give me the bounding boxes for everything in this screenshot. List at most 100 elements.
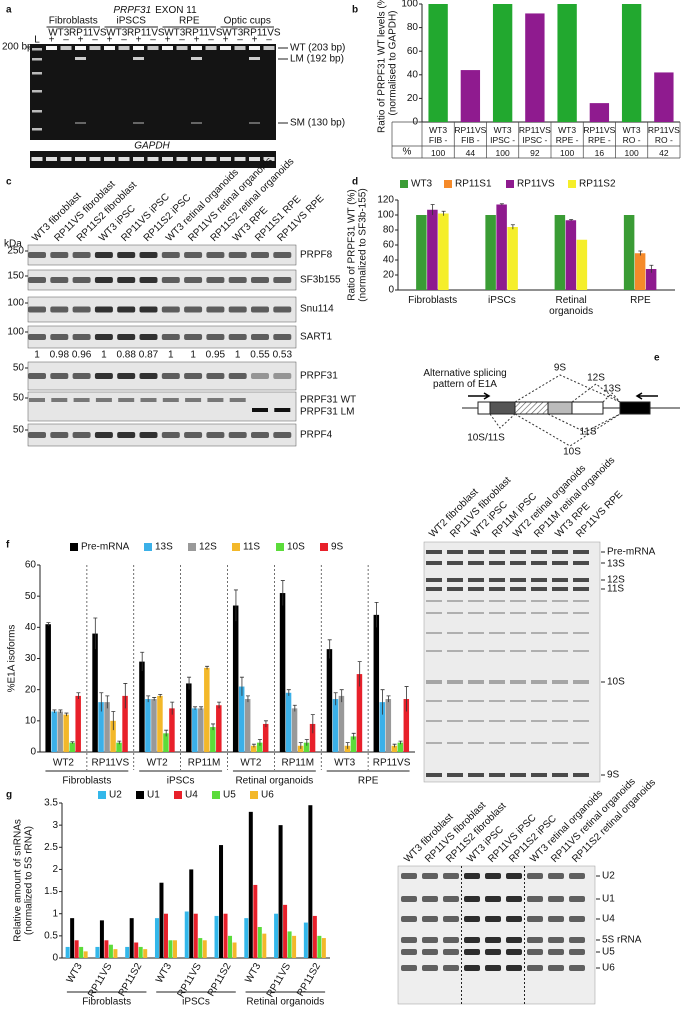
title-text: EXON 11 [155, 5, 197, 16]
bar [163, 733, 169, 752]
lane-label: WT3 [48, 28, 70, 39]
blot-band [28, 306, 46, 313]
quantification: 1 [168, 350, 174, 361]
ladder-band [32, 128, 42, 131]
quantification: 0.88 [116, 350, 136, 361]
bar [262, 933, 267, 958]
y-tick-label: 0.5 [44, 930, 58, 941]
lane-label: RP11VS [69, 28, 107, 39]
table-category: RP11VS RPE - [583, 125, 616, 145]
lane-label: RP11VS [185, 28, 223, 39]
gel-band [447, 587, 463, 591]
lane-label: RP11S2 retinal organoids [570, 777, 658, 865]
y-axis-label: (normalized to SF3b-155) [358, 188, 369, 301]
kda-marker: 100 [7, 327, 24, 338]
error-bar [430, 204, 435, 215]
error-bar [257, 739, 262, 746]
blot-band [94, 306, 113, 313]
primer-arrow [468, 392, 491, 400]
rt-label: – [63, 35, 69, 46]
rt-label: – [208, 35, 214, 46]
gel-band [552, 600, 568, 602]
y-tick-label: 40 [383, 255, 395, 266]
error-bar [217, 701, 222, 709]
bar [232, 605, 239, 752]
bar [159, 882, 164, 958]
splicing-diagram [462, 374, 680, 447]
y-tick-label: 20 [25, 684, 37, 695]
gel-band [468, 773, 484, 777]
bar [250, 745, 257, 752]
table-value: 92 [530, 148, 540, 158]
gel-band [552, 720, 568, 722]
bar [385, 699, 392, 752]
blot-band [94, 432, 113, 438]
lane-label: WT3 [164, 28, 186, 39]
blot-band [72, 252, 91, 258]
gel-band [133, 57, 144, 60]
gel-band [531, 578, 547, 582]
gel-band [569, 949, 585, 955]
legend-swatch [144, 543, 152, 551]
bar [248, 811, 253, 958]
band-label: LM (192 bp) [290, 54, 344, 65]
bar [151, 699, 157, 752]
blot-band [117, 277, 136, 283]
legend-swatch [174, 791, 182, 799]
error-bar [193, 706, 198, 710]
group-label: iPSCS [117, 16, 147, 27]
bar [108, 944, 113, 958]
gel-band [468, 650, 484, 652]
blot-band [72, 277, 91, 283]
panel-letter: a [6, 5, 12, 16]
lane-label: WT3 [106, 28, 128, 39]
gel-band [426, 578, 442, 582]
gel-band [510, 578, 526, 582]
blot-band [139, 334, 158, 340]
x-tick-label: WT2 [53, 758, 75, 769]
error-bar [233, 589, 238, 622]
blot-band [274, 408, 291, 412]
bar [332, 699, 339, 752]
error-bar [99, 692, 104, 712]
bar [496, 204, 507, 290]
bar [202, 940, 207, 958]
blot-band [251, 277, 269, 283]
legend-label: WT3 [411, 179, 433, 190]
gel-band [401, 937, 417, 943]
y-tick-label: 0 [52, 953, 58, 964]
kda-marker: 100 [7, 298, 24, 309]
gel-band [426, 600, 442, 602]
legend-swatch [400, 180, 408, 188]
gel-band [401, 965, 417, 971]
gel-band [422, 965, 438, 971]
blot-band [228, 432, 247, 438]
blot-band [161, 373, 180, 379]
gel-band [426, 587, 442, 591]
bar [238, 686, 245, 752]
band-label: U4 [602, 914, 615, 925]
rt-label: + [78, 35, 84, 46]
exon-region [547, 401, 573, 415]
quantification: 0.87 [139, 350, 159, 361]
y-tick-label: 3 [52, 820, 58, 831]
legend-label: 9S [331, 542, 344, 553]
gel-band [234, 46, 246, 50]
gel-band [552, 650, 568, 652]
bar [292, 935, 297, 958]
group-label: iPSCs [182, 997, 210, 1008]
bar [74, 940, 79, 958]
blot-band [117, 373, 136, 379]
legend-label: RP11S2 [579, 179, 616, 190]
y-tick-label: 2 [52, 864, 58, 875]
blot-band [207, 398, 224, 402]
bar [645, 269, 657, 290]
blot-band [50, 373, 69, 379]
bar [210, 727, 216, 752]
blot-band [228, 334, 247, 340]
bar [184, 911, 189, 958]
blot-band [50, 432, 69, 438]
group-label: Retinal organoids [235, 776, 313, 787]
table-category: WT3 RPE - [555, 125, 579, 145]
blot-band [184, 334, 203, 340]
